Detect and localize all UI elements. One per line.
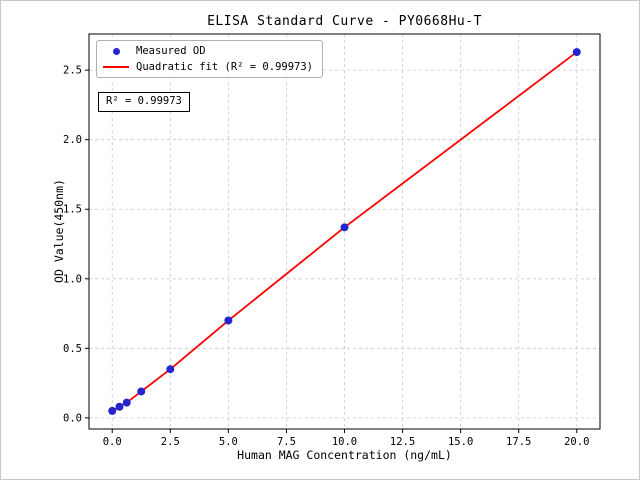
data-point bbox=[340, 223, 349, 232]
data-point bbox=[224, 316, 233, 325]
x-tick-label: 12.5 bbox=[390, 436, 415, 448]
x-tick-label: 20.0 bbox=[564, 436, 589, 448]
r-squared-annotation: R² = 0.99973 bbox=[98, 92, 190, 112]
legend: Measured OD Quadratic fit (R² = 0.99973) bbox=[96, 40, 324, 78]
x-tick-label: 15.0 bbox=[448, 436, 473, 448]
data-point bbox=[108, 406, 117, 415]
x-tick-label: 5.0 bbox=[219, 436, 238, 448]
legend-label: Quadratic fit (R² = 0.99973) bbox=[136, 60, 314, 73]
data-point bbox=[166, 365, 175, 374]
red-line-icon bbox=[103, 65, 129, 68]
legend-item-measured-od: Measured OD bbox=[103, 46, 313, 57]
x-axis-label: Human MAG Concentration (ng/mL) bbox=[237, 448, 452, 462]
legend-marker-swatch bbox=[103, 47, 129, 55]
legend-line-swatch bbox=[103, 65, 129, 68]
x-tick-label: 17.5 bbox=[506, 436, 531, 448]
x-tick-label: 10.0 bbox=[332, 436, 357, 448]
x-tick-label: 0.0 bbox=[103, 436, 122, 448]
chart-title: ELISA Standard Curve - PY0668Hu-T bbox=[207, 14, 482, 29]
y-tick-label: 1.0 bbox=[63, 273, 82, 285]
y-tick-label: 1.5 bbox=[63, 204, 82, 216]
data-point bbox=[122, 398, 131, 407]
x-tick-label: 2.5 bbox=[161, 436, 180, 448]
legend-item-quadratic-fit: Quadratic fit (R² = 0.99973) bbox=[103, 60, 314, 73]
y-axis-label: OD Value(450nm) bbox=[52, 179, 66, 283]
legend-label: Measured OD bbox=[136, 45, 206, 57]
data-point bbox=[572, 48, 581, 57]
data-point bbox=[115, 402, 124, 411]
x-tick-label: 7.5 bbox=[277, 436, 296, 448]
y-tick-label: 2.5 bbox=[63, 65, 82, 77]
y-tick-label: 2.0 bbox=[63, 134, 82, 146]
y-tick-label: 0.0 bbox=[63, 412, 82, 424]
y-tick-label: 0.5 bbox=[63, 343, 82, 355]
blue-dot-icon bbox=[112, 47, 120, 55]
data-point bbox=[137, 387, 146, 396]
